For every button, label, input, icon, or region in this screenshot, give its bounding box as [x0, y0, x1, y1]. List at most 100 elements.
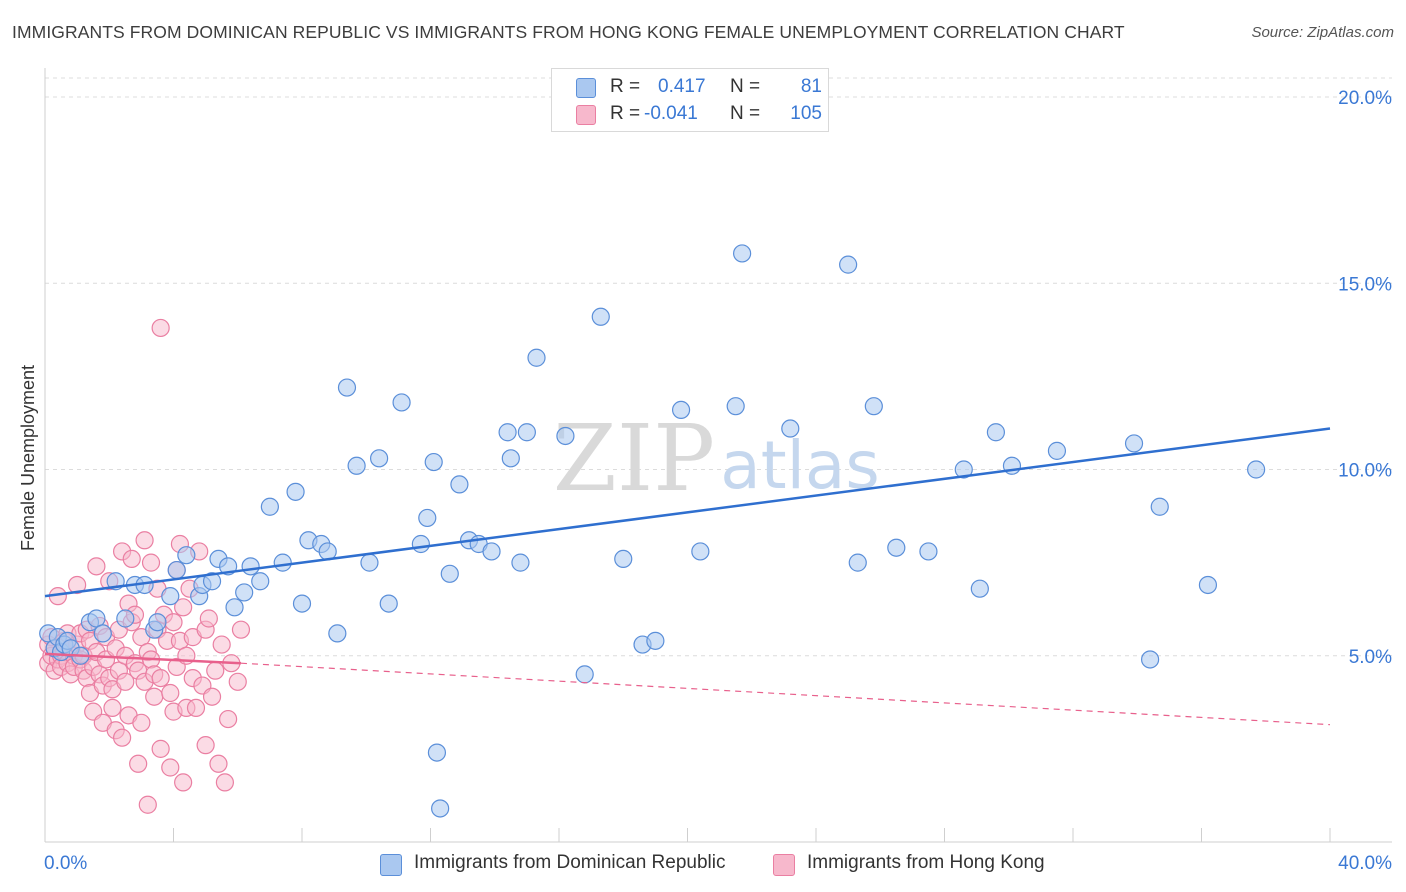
- point-dominican: [424, 452, 443, 472]
- point-dominican: [986, 423, 1006, 442]
- point-hong-kong: [219, 709, 238, 729]
- point-dominican: [427, 743, 447, 762]
- legend-swatch-pink: [773, 854, 795, 876]
- point-hong-kong: [141, 553, 161, 572]
- legend-r-label: R =: [610, 76, 641, 97]
- point-dominican: [498, 423, 517, 442]
- point-dominican: [614, 549, 633, 569]
- point-hong-kong: [196, 736, 215, 755]
- point-hong-kong: [186, 698, 206, 718]
- point-dominican: [726, 397, 745, 416]
- point-dominican: [161, 587, 180, 606]
- point-dominican: [167, 560, 186, 580]
- point-dominican: [360, 553, 379, 572]
- point-dominican: [379, 594, 398, 613]
- point-dominican: [273, 553, 292, 572]
- point-dominican: [1198, 575, 1218, 595]
- point-hong-kong: [68, 575, 87, 595]
- source-label: Source: ZipAtlas.com: [1251, 24, 1394, 41]
- point-hong-kong: [122, 549, 141, 569]
- point-dominican: [1047, 441, 1067, 460]
- point-dominican: [370, 449, 389, 468]
- axes: [44, 68, 1392, 843]
- point-hong-kong: [206, 661, 225, 680]
- point-hong-kong: [129, 754, 148, 773]
- point-dominican: [450, 475, 469, 494]
- point-dominican: [1140, 650, 1160, 669]
- trendline-hong-kong-dashed: [240, 662, 1331, 726]
- y-tick-label: 10.0%: [1338, 461, 1392, 482]
- trend-lines: [44, 427, 1331, 726]
- point-dominican: [411, 534, 430, 554]
- point-dominican: [527, 348, 546, 367]
- point-dominican: [292, 594, 312, 613]
- point-dominican: [286, 482, 305, 501]
- point-dominican: [93, 624, 112, 643]
- point-dominican: [177, 546, 196, 565]
- legend-n-value: 81: [800, 76, 822, 97]
- point-dominican: [392, 393, 411, 412]
- point-hong-kong: [151, 668, 170, 688]
- point-dominican: [887, 538, 906, 557]
- legend-swatch-pink: [576, 105, 596, 125]
- point-dominican: [839, 255, 858, 274]
- point-hong-kong: [112, 728, 132, 747]
- point-hong-kong: [228, 672, 247, 691]
- legend-swatch-blue: [380, 854, 402, 876]
- point-dominican: [781, 419, 800, 438]
- point-hong-kong: [138, 795, 157, 814]
- point-dominican: [671, 400, 691, 419]
- watermark-zip: ZIP: [553, 405, 715, 512]
- legend-n-label: N =: [730, 76, 761, 97]
- correlation-legend: R = 0.417 N = 81 R = -0.041 N = 105: [551, 68, 829, 132]
- point-hong-kong: [151, 739, 170, 758]
- point-dominican: [116, 609, 135, 628]
- point-dominican: [501, 449, 520, 468]
- point-hong-kong: [199, 609, 218, 628]
- point-hong-kong: [209, 754, 228, 773]
- point-hong-kong: [212, 635, 231, 654]
- point-dominican: [575, 665, 594, 684]
- point-dominican: [251, 572, 270, 591]
- point-dominican: [328, 624, 347, 643]
- point-hong-kong: [132, 713, 151, 732]
- point-dominican: [556, 426, 575, 446]
- point-dominican: [337, 378, 357, 397]
- point-dominican: [202, 572, 222, 591]
- legend-r-value: 0.417: [658, 76, 706, 97]
- point-hong-kong: [174, 598, 193, 617]
- point-dominican: [954, 460, 973, 479]
- legend-label-hong-kong: Immigrants from Hong Kong: [807, 852, 1045, 873]
- legend-label-dominican: Immigrants from Dominican Republic: [414, 852, 726, 873]
- watermark: ZIP atlas: [553, 405, 880, 512]
- legend-n-label: N =: [730, 103, 761, 124]
- point-dominican: [970, 579, 989, 598]
- point-dominican: [431, 799, 450, 818]
- chart-title: IMMIGRANTS FROM DOMINICAN REPUBLIC VS IM…: [12, 22, 1125, 42]
- point-hong-kong: [161, 683, 180, 703]
- point-hong-kong: [87, 557, 106, 576]
- point-dominican: [347, 456, 366, 475]
- point-dominican: [260, 497, 279, 516]
- point-hong-kong: [145, 687, 164, 706]
- point-dominican: [511, 553, 530, 572]
- point-dominican: [241, 557, 260, 576]
- legend-r-label: R =: [610, 103, 641, 124]
- point-dominican: [1247, 460, 1266, 479]
- point-hong-kong: [103, 698, 122, 718]
- y-tick-label: 20.0%: [1338, 88, 1392, 109]
- trendline-dominican: [44, 427, 1331, 598]
- point-dominican: [482, 542, 501, 561]
- point-dominican: [591, 307, 610, 326]
- point-hong-kong: [231, 620, 251, 639]
- point-dominican: [691, 542, 710, 561]
- point-dominican: [848, 553, 867, 572]
- point-dominican: [440, 564, 459, 583]
- point-hong-kong: [215, 773, 234, 792]
- tick-labels: 5.0% 10.0% 15.0% 20.0% 0.0% 40.0%: [44, 88, 1392, 874]
- trendline-hong-kong: [44, 652, 242, 665]
- y-axis-label: Female Unemployment: [18, 365, 38, 551]
- legend-r-value: -0.041: [644, 103, 698, 124]
- point-dominican: [864, 397, 883, 416]
